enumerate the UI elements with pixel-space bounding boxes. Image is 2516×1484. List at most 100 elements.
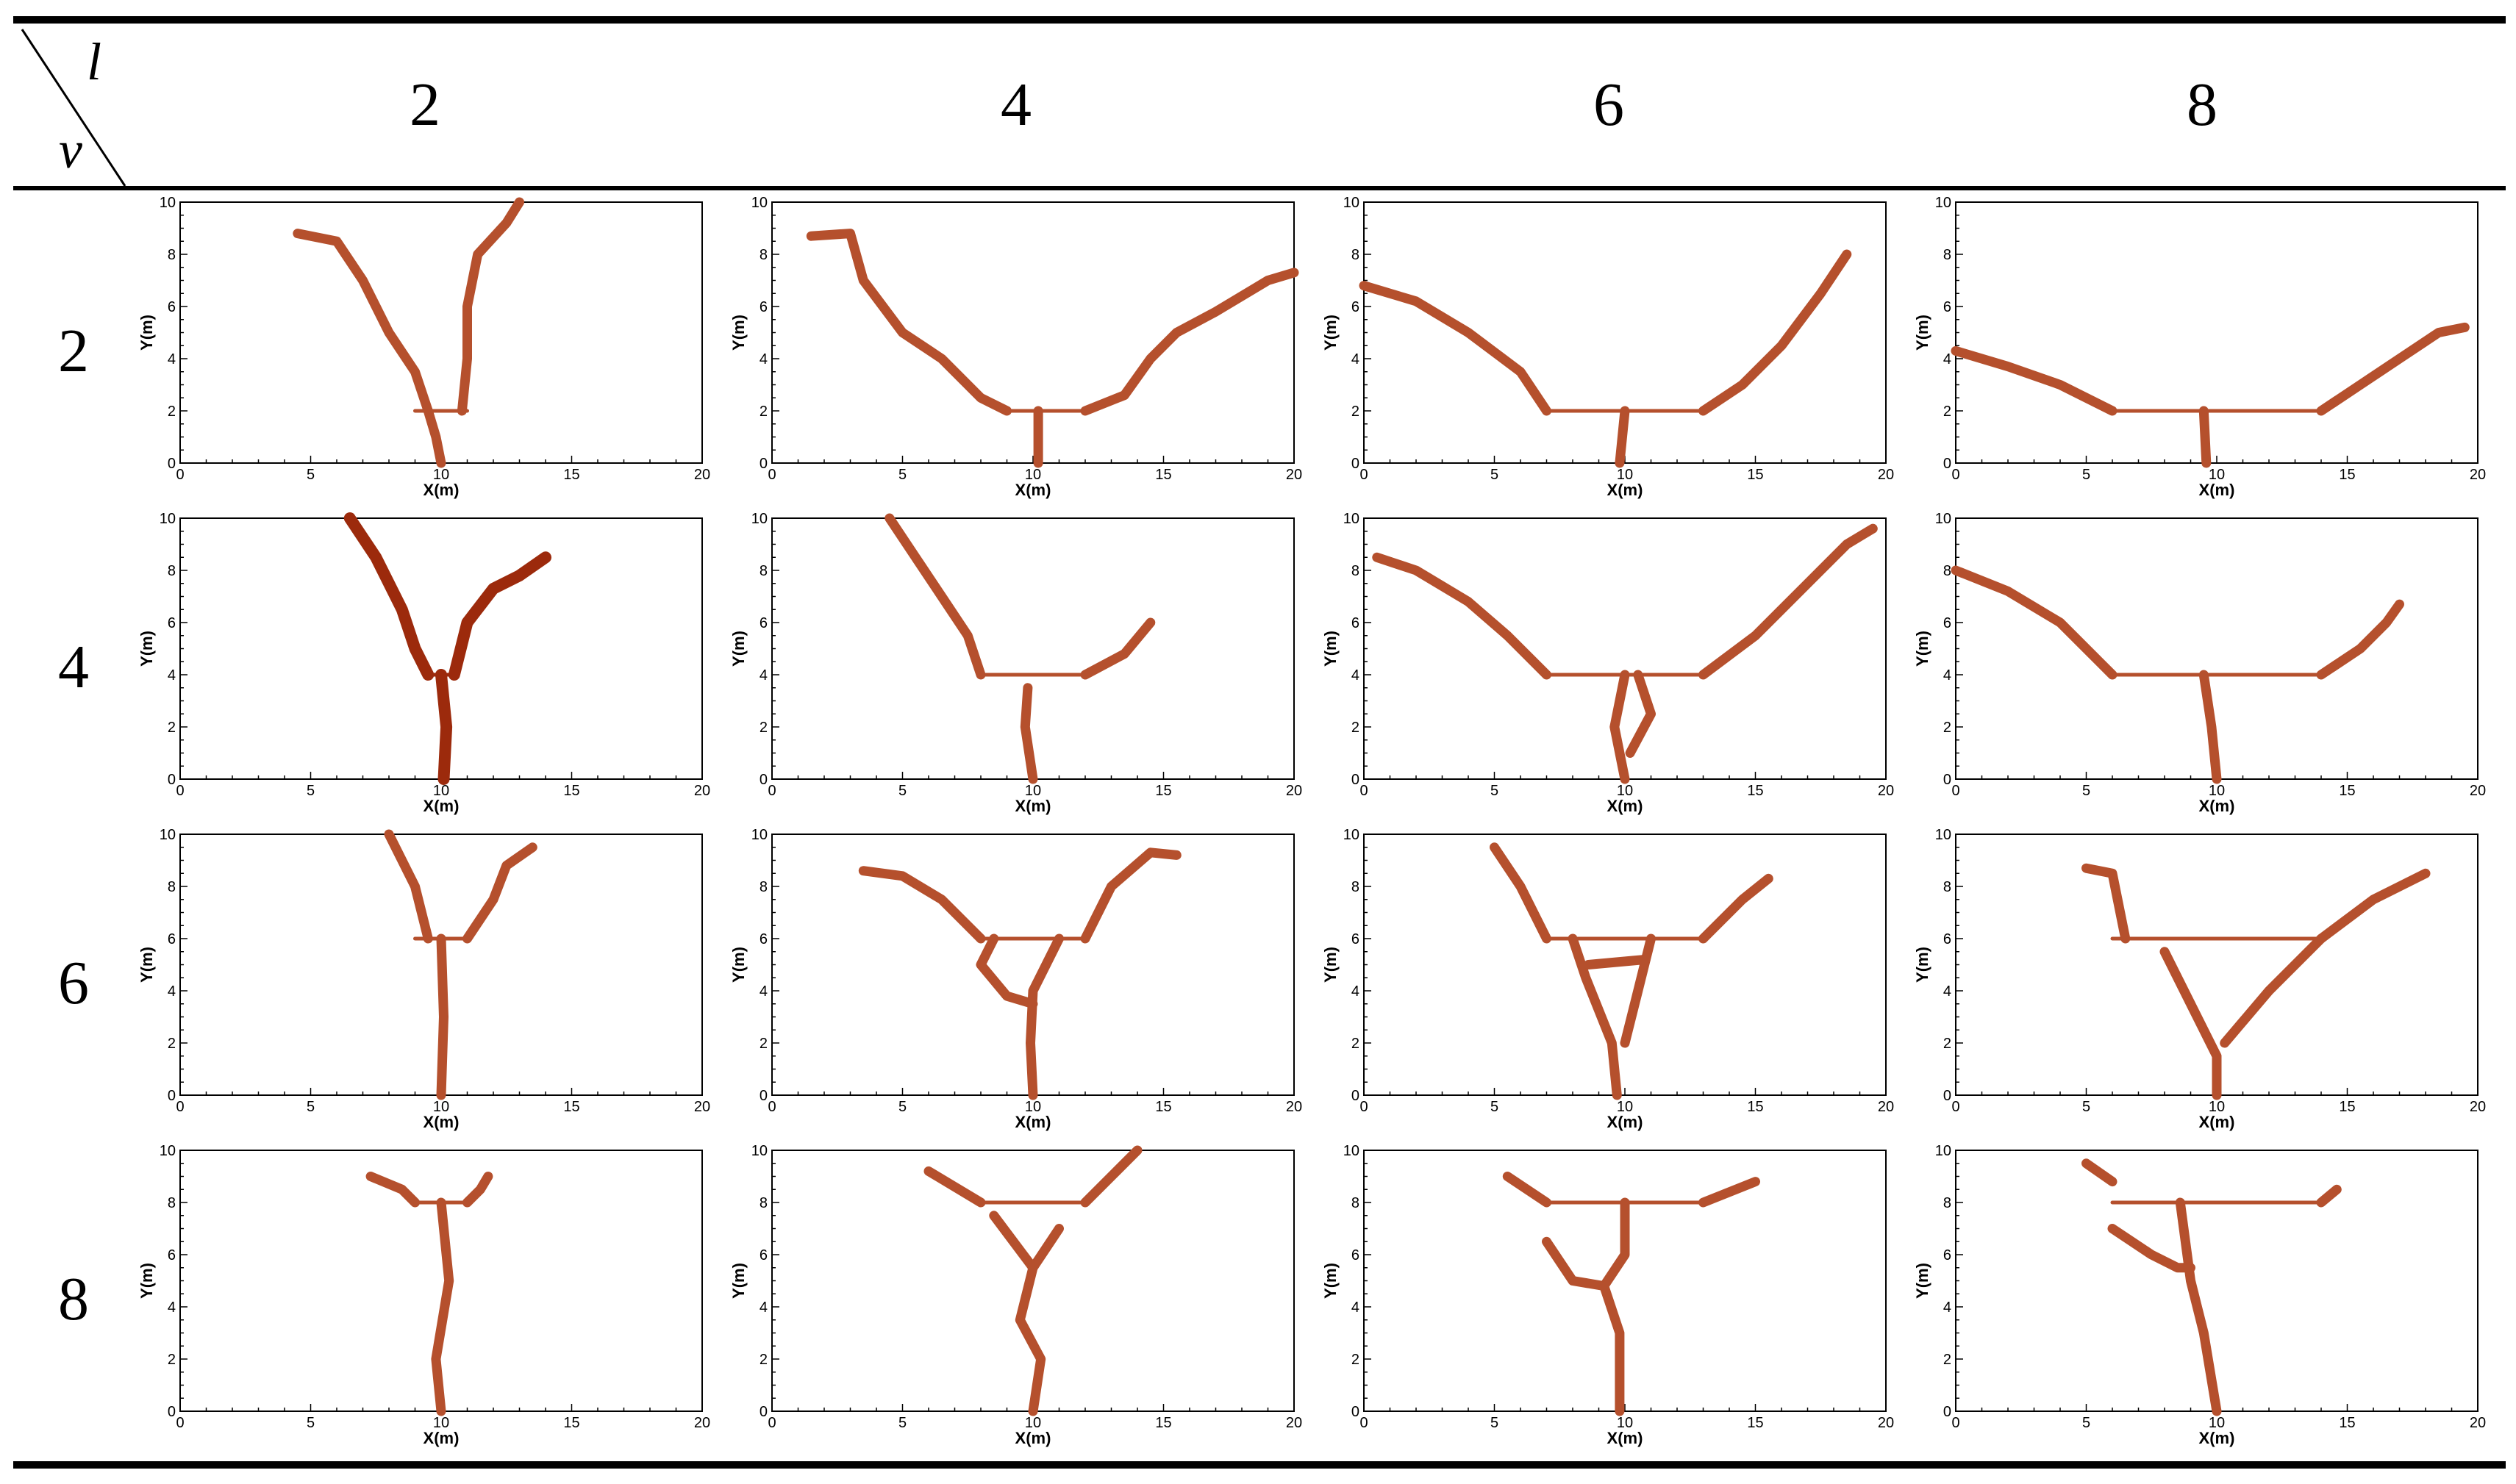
crack-path [2175,1197,2222,1416]
crack-path [2220,933,2326,1048]
y-tick-label: 4 [760,1300,768,1316]
x-tick-label: 20 [1878,1099,1894,1115]
y-axis-label: Y(m) [1321,947,1340,983]
y-axis-label: Y(m) [137,1263,156,1299]
crack-path [431,1197,454,1416]
col-symbol-l: l [87,32,101,91]
y-tick-label: 2 [1943,720,1951,736]
y-tick-label: 2 [760,1352,768,1368]
crack-path [1615,406,1630,468]
y-tick-label: 2 [1351,720,1359,736]
y-tick-label: 6 [1943,615,1951,631]
x-tick-label: 10 [2209,467,2225,483]
x-tick-label: 15 [1747,783,1763,799]
y-axis-label: Y(m) [729,631,748,667]
x-tick-label: 0 [768,467,776,483]
x-tick-label: 0 [768,783,776,799]
y-tick-label: 4 [760,351,768,368]
row-header: 6 [58,949,89,1017]
y-tick-label: 8 [168,247,176,263]
x-tick-label: 15 [563,1099,579,1115]
y-axis-label: Y(m) [1913,947,1931,983]
x-axis-label: X(m) [1607,797,1643,815]
y-tick-label: 4 [1351,1300,1359,1316]
x-tick-label: 15 [563,467,579,483]
x-tick-label: 10 [1617,1415,1633,1431]
plot-frame [1955,1150,2479,1412]
x-tick-label: 10 [2209,1099,2225,1115]
x-tick-label: 20 [2470,467,2486,483]
row-symbol-v: v [59,121,82,179]
y-tick-label: 0 [168,772,176,788]
x-tick-label: 20 [694,783,710,799]
x-tick-label: 15 [2339,1415,2355,1431]
y-tick-label: 0 [1943,1404,1951,1420]
y-tick-label: 6 [168,1247,176,1263]
y-tick-label: 4 [1943,667,1951,684]
crack-path [2081,1158,2117,1187]
crack-path [1026,933,1064,1100]
y-tick-label: 8 [1351,879,1359,895]
crack-path [806,229,1012,416]
y-tick-label: 4 [1351,351,1359,368]
crack-path [457,197,524,416]
x-tick-label: 20 [1878,783,1894,799]
crack-path [1015,1224,1064,1416]
col-header: 4 [1001,71,1032,139]
y-tick-label: 8 [168,879,176,895]
y-tick-label: 6 [168,931,176,947]
crack-path [2316,1184,2342,1208]
y-tick-label: 10 [1935,827,1951,843]
x-tick-label: 0 [1951,1099,1959,1115]
y-tick-label: 0 [168,456,176,472]
x-tick-label: 5 [2082,1099,2090,1115]
x-tick-label: 15 [563,1415,579,1431]
crack-path [448,551,551,681]
y-tick-label: 10 [160,511,176,527]
x-axis-label: X(m) [2199,797,2235,815]
y-tick-label: 0 [168,1088,176,1104]
x-tick-label: 20 [1286,783,1302,799]
crack-path [1698,523,1878,680]
column-headers: 2 4 6 8 [410,71,2217,139]
x-tick-label: 5 [898,783,907,799]
x-axis-label: X(m) [423,797,460,815]
x-tick-label: 5 [307,1099,315,1115]
y-axis-label: Y(m) [137,631,156,667]
x-axis-label: X(m) [1607,1113,1643,1131]
x-tick-label: 15 [2339,467,2355,483]
x-tick-label: 10 [1617,1099,1633,1115]
y-tick-label: 0 [168,1404,176,1420]
crack-path [1080,847,1182,944]
col-header: 6 [1593,71,1624,139]
x-tick-label: 5 [307,783,315,799]
crack-path [1698,873,1773,944]
x-tick-label: 15 [1155,1099,1171,1115]
y-tick-label: 4 [760,667,768,684]
y-tick-label: 10 [751,827,768,843]
y-tick-label: 2 [1351,1352,1359,1368]
y-tick-label: 2 [168,404,176,420]
y-tick-label: 6 [1943,931,1951,947]
crack-path [1625,670,1656,758]
crack-path [1080,1145,1143,1208]
x-tick-label: 0 [1359,1415,1368,1431]
crack-path [2316,868,2431,944]
x-axis-label: X(m) [1607,481,1643,499]
crack-path [1599,1281,1625,1416]
x-tick-label: 0 [1951,467,1959,483]
crack-path [1080,268,1299,416]
y-tick-label: 8 [1943,1195,1951,1211]
y-tick-label: 10 [1343,195,1359,211]
x-tick-label: 20 [2470,783,2486,799]
x-tick-label: 10 [433,783,449,799]
x-tick-label: 15 [1747,1415,1763,1431]
x-tick-label: 15 [1155,783,1171,799]
crack-path [1490,842,1551,944]
x-axis-label: X(m) [2199,1113,2235,1131]
